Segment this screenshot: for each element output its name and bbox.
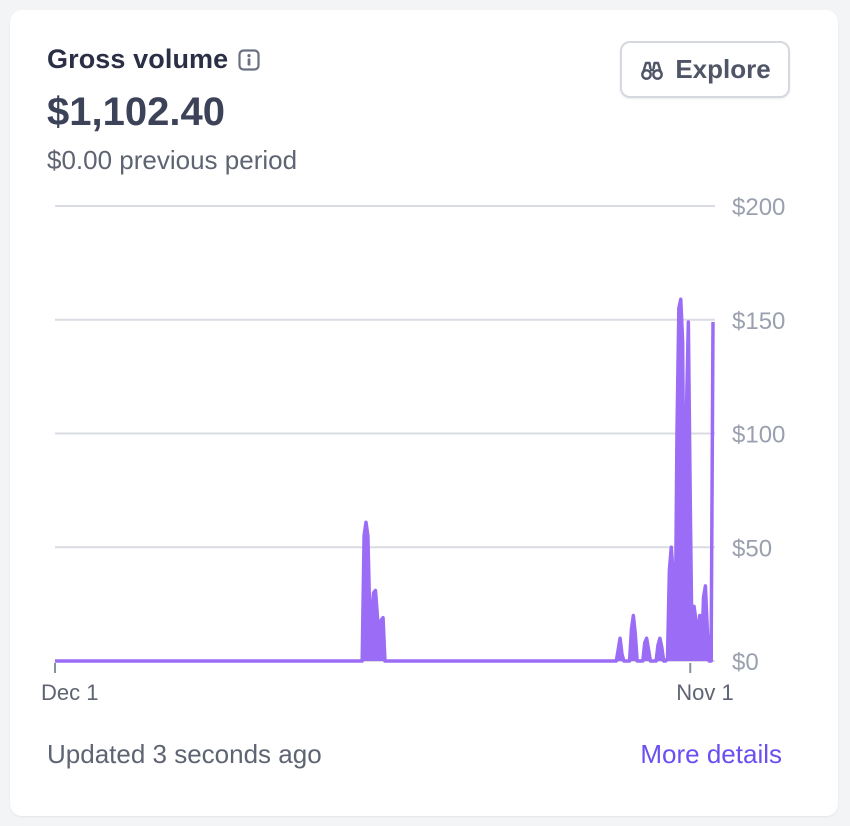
gross-volume-amount: $1,102.40 xyxy=(47,90,225,134)
series-area xyxy=(55,299,713,661)
binoculars-icon xyxy=(639,57,665,83)
y-tick-label: $0 xyxy=(732,649,759,676)
y-tick-label: $200 xyxy=(732,194,785,221)
chart-gridlines xyxy=(55,205,715,662)
gross-volume-card: $0 $50 $100 $150 $200 Dec 1 Nov 1 Gross volum… xyxy=(10,10,838,816)
explore-button[interactable]: Explore xyxy=(620,41,790,98)
card-title: Gross volume xyxy=(47,44,229,74)
gross-volume-chart: $0 $50 $100 $150 $200 Dec 1 Nov 1 xyxy=(41,194,785,705)
y-tick-label: $150 xyxy=(732,308,785,335)
updated-timestamp: Updated 3 seconds ago xyxy=(47,739,322,769)
chart-x-axis: Dec 1 Nov 1 xyxy=(41,663,734,705)
series-line xyxy=(55,297,715,663)
previous-period-value: $0.00 previous period xyxy=(47,145,298,175)
y-tick-label: $100 xyxy=(732,422,785,449)
chart-series xyxy=(55,297,715,663)
chart-y-axis: $0 $50 $100 $150 $200 xyxy=(732,194,785,676)
x-tick-label: Dec 1 xyxy=(41,680,98,705)
title-row: Gross volume xyxy=(47,44,260,75)
x-tick-label: Nov 1 xyxy=(676,680,733,705)
explore-label: Explore xyxy=(675,54,771,84)
y-tick-label: $50 xyxy=(732,535,772,562)
info-icon[interactable] xyxy=(238,48,260,71)
more-details-link[interactable]: More details xyxy=(640,739,782,769)
